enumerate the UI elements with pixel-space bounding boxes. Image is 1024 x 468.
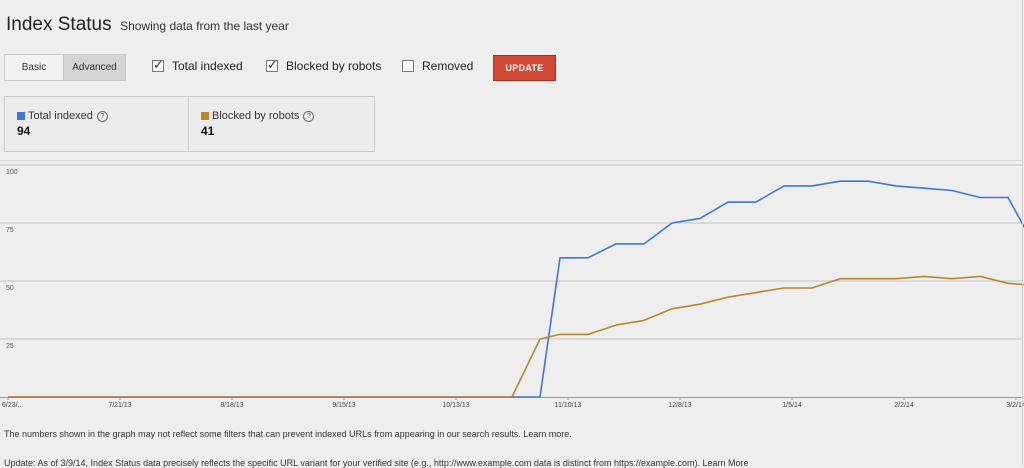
y-tick-label: 100 [6, 169, 18, 176]
blocked-by-robots-series-line [8, 275, 1024, 398]
help-icon[interactable]: ? [96, 110, 108, 122]
total-indexed-summary-label: Total indexed [28, 110, 93, 122]
blocked-by-robots-option-label: Blocked by robots [286, 59, 382, 73]
page-title: Index Status [6, 14, 112, 35]
blocked-by-robots-legend-swatch [201, 112, 209, 120]
checkbox-unchecked-icon[interactable] [402, 60, 414, 72]
page-header: Index Status Showing data from the last … [6, 14, 289, 36]
blocked-by-robots-value: 41 [201, 124, 215, 138]
x-tick-label: 11/10/13 [555, 402, 582, 409]
removed-checkbox[interactable]: Removed [402, 59, 473, 73]
update-button[interactable]: UPDATE [493, 55, 556, 81]
index-status-chart: 100 75 50 25 6/23/... 7/21/13 8/18/13 9/15/13 10… [0, 160, 1024, 409]
x-tick-label: 9/15/13 [332, 402, 355, 409]
basic-view-button[interactable]: Basic [5, 55, 64, 80]
footnote-update: Update: As of 3/9/14, Index Status data … [4, 458, 749, 468]
help-icon[interactable]: ? [303, 110, 315, 122]
page-subtitle: Showing data from the last year [120, 19, 289, 33]
total-indexed-option-label: Total indexed [172, 59, 243, 73]
total-indexed-value: 94 [17, 124, 31, 138]
total-indexed-summary: Total indexed ? 94 [5, 97, 189, 151]
blocked-by-robots-summary-label: Blocked by robots [212, 110, 300, 122]
x-tick-label: 8/18/13 [220, 402, 243, 409]
blocked-by-robots-checkbox[interactable]: Blocked by robots [266, 57, 382, 73]
view-toggle: Basic Advanced [4, 54, 126, 81]
y-tick-label: 50 [6, 285, 14, 292]
advanced-view-button[interactable]: Advanced [64, 55, 125, 80]
x-tick-label: 10/13/13 [442, 402, 469, 409]
x-tick-label: 12/8/13 [668, 402, 691, 409]
x-tick-label: 6/23/... [2, 402, 23, 409]
x-tick-label: 7/21/13 [108, 402, 131, 409]
y-tick-label: 75 [6, 227, 14, 234]
x-tick-label: 3/2/14 [1006, 402, 1024, 409]
checkbox-checked-icon[interactable] [266, 57, 278, 73]
footnote-filters: The numbers shown in the graph may not r… [4, 429, 572, 439]
x-tick-label: 2/2/14 [894, 402, 914, 409]
x-tick-label: 1/5/14 [782, 402, 802, 409]
y-tick-label: 25 [6, 343, 14, 350]
total-indexed-checkbox[interactable]: Total indexed [152, 57, 243, 73]
removed-option-label: Removed [422, 59, 474, 73]
summary-panel: Total indexed ? 94 Blocked by robots ? 4… [4, 96, 375, 152]
checkbox-checked-icon[interactable] [152, 57, 164, 73]
panel-divider [1022, 0, 1023, 465]
total-indexed-series-line [8, 180, 1024, 398]
blocked-by-robots-summary: Blocked by robots ? 41 [189, 97, 315, 151]
total-indexed-legend-swatch [17, 112, 25, 120]
